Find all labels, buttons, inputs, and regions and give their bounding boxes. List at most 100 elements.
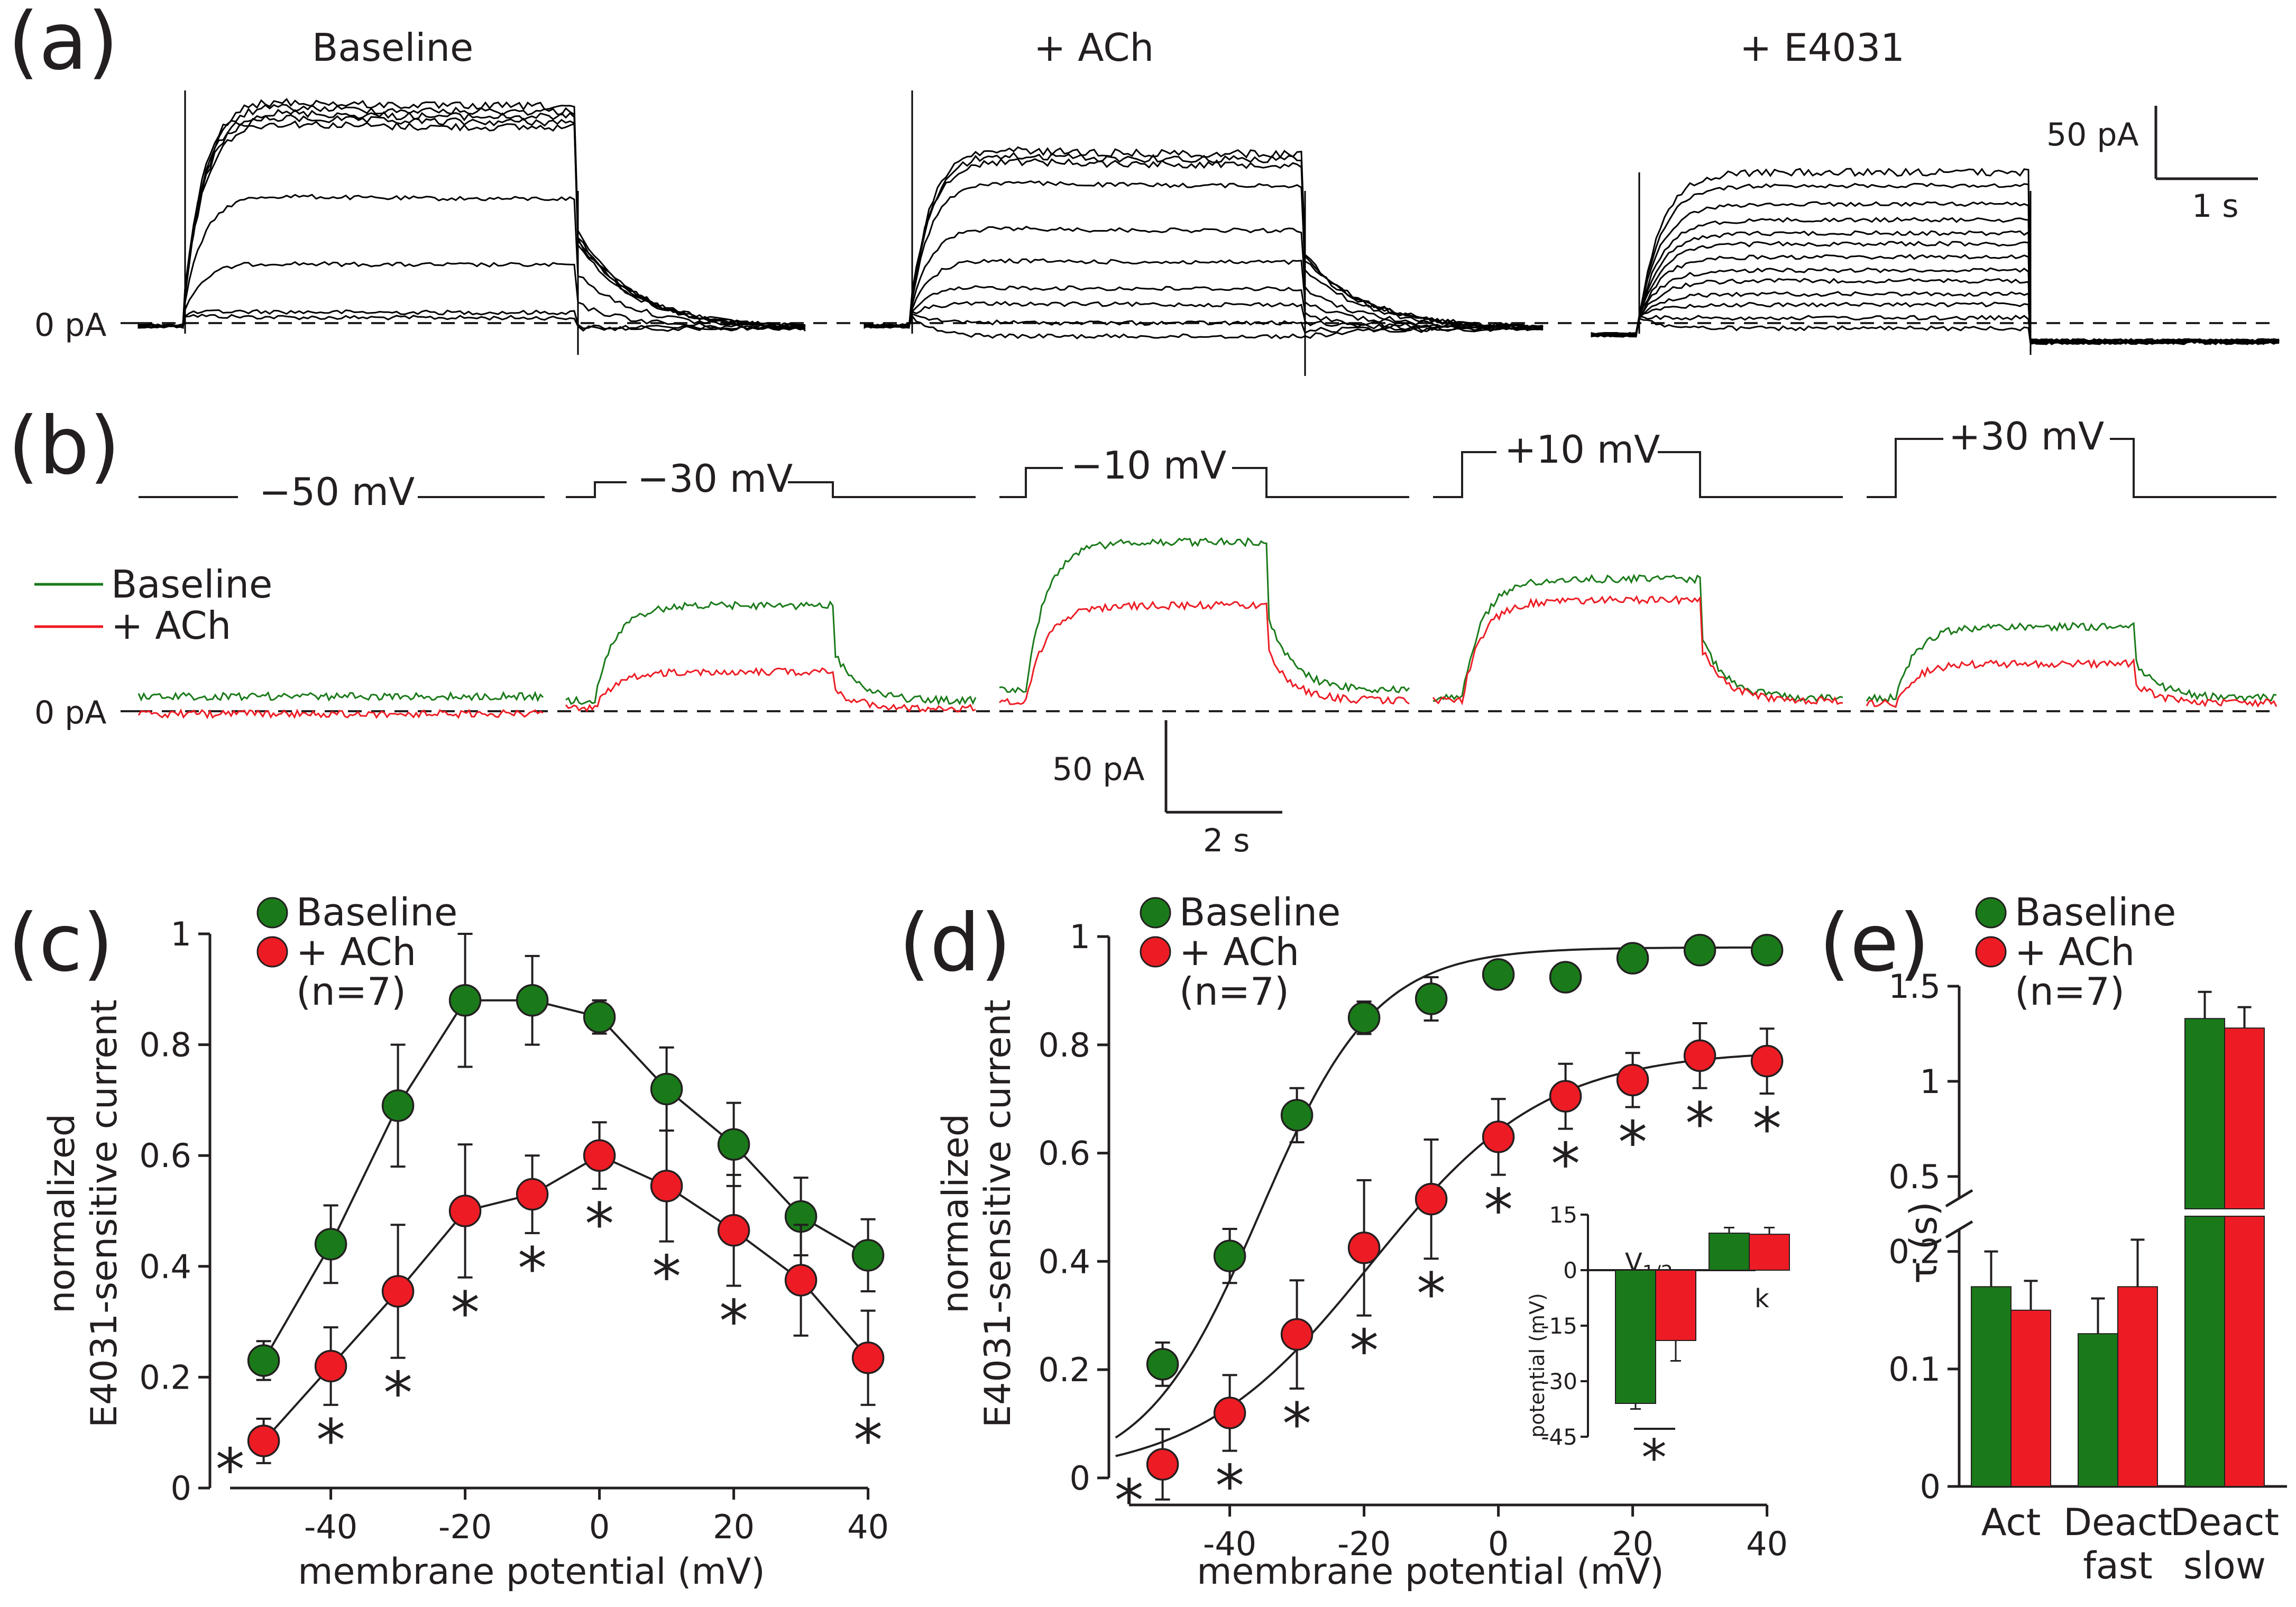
voltage-step-label-p30: +30 mV [1949, 414, 2104, 458]
y-axis-title-e: τ (s) [1902, 1201, 1945, 1283]
plot-area-e [1971, 990, 2265, 1487]
data-point-ach [1347, 1232, 1381, 1264]
legend-label-ach-d: + ACh [1179, 930, 1299, 974]
current-trace [864, 258, 1544, 332]
current-trace [137, 114, 806, 329]
current-trace-ach [137, 708, 544, 720]
zero-current-label-b: 0 pA [34, 694, 106, 731]
y-tick-label: 1 [171, 915, 191, 953]
significance-star: * [1752, 1095, 1781, 1163]
legend-label-baseline-c: Baseline [296, 890, 457, 934]
current-trace-baseline [1866, 621, 2277, 703]
data-point-baseline [1750, 934, 1784, 967]
current-trace [137, 314, 806, 332]
significance-star: * [518, 1235, 547, 1302]
data-point-ach [1146, 1448, 1179, 1481]
current-trace [137, 309, 806, 332]
significance-star: * [1215, 1453, 1244, 1520]
current-trace [1591, 182, 2280, 345]
data-point-ach [650, 1170, 683, 1202]
current-trace [137, 194, 806, 329]
significance-star: * [216, 1436, 245, 1503]
panel-label-b: (b) [8, 400, 120, 492]
data-point-baseline [1213, 1239, 1246, 1272]
significance-star: * [1349, 1317, 1379, 1385]
data-point-ach [717, 1214, 750, 1247]
inset-y-tick-label: -30 [1541, 1369, 1577, 1394]
significance-star: * [1417, 1260, 1446, 1328]
bar-ach [2117, 1286, 2158, 1487]
y-tick-label: 0 [171, 1469, 191, 1508]
y-tick-label: 0.6 [1038, 1134, 1090, 1173]
current-trace-baseline [565, 600, 977, 706]
voltage-step-line [1433, 451, 1496, 498]
current-trace [864, 285, 1544, 330]
inset-y-axis-title: potential (mV) [1526, 1293, 1549, 1438]
inset-bar-baseline [1615, 1270, 1656, 1404]
data-point-ach [1683, 1039, 1716, 1072]
panel-b: (b) −50 mV −30 mV −10 mV +10 mV +30 mV B… [8, 400, 2279, 859]
panel-label-e: (e) [1819, 897, 1930, 989]
series-line-baseline [262, 999, 869, 1361]
current-trace [137, 261, 806, 331]
data-point-baseline [516, 984, 549, 1017]
data-point-ach [381, 1275, 415, 1308]
x-tick-label: -20 [1337, 1525, 1391, 1563]
scale-bar-label-time-a: 1 s [2192, 188, 2239, 225]
axis-break-mark [1945, 1189, 1973, 1208]
y-tick-label: 0.6 [139, 1136, 191, 1175]
y-tick-label: 0.1 [1888, 1350, 1941, 1389]
data-point-baseline [1146, 1348, 1179, 1381]
x-axis-title-d: membrane potential (mV) [1197, 1551, 1664, 1593]
x-axis-title-c: membrane potential (mV) [298, 1551, 765, 1593]
legend-marker-baseline-c [256, 897, 288, 929]
axis-break-mark [1945, 1220, 1973, 1239]
voltage-protocol-b [139, 438, 2276, 498]
zero-current-label-a: 0 pA [34, 307, 106, 344]
data-point-baseline [851, 1239, 885, 1272]
series-line-ach [263, 1154, 869, 1442]
data-point-ach [1415, 1182, 1448, 1216]
data-point-ach [247, 1425, 280, 1457]
y-axis-title-c-line2: E4031-sensitive current [84, 999, 125, 1428]
inset-bar-ach [1655, 1270, 1696, 1341]
current-trace [137, 104, 806, 330]
inset-category-label-k: k [1755, 1284, 1769, 1314]
current-trace [1591, 278, 2280, 345]
y-tick-label: 0.8 [1038, 1026, 1090, 1064]
voltage-step-line [1232, 467, 1409, 498]
current-trace [864, 152, 1544, 330]
data-point-baseline [314, 1228, 347, 1261]
voltage-step-line [788, 481, 976, 498]
significance-star: * [585, 1190, 614, 1258]
data-point-ach [1213, 1397, 1246, 1429]
voltage-step-line [566, 481, 627, 498]
data-point-ach [516, 1178, 549, 1211]
significance-star: * [383, 1360, 412, 1427]
bar-ach [2010, 1309, 2051, 1487]
scale-bar-label-time-b: 2 s [1203, 822, 1250, 859]
current-traces-b [137, 537, 2277, 720]
legend-n-d: (n=7) [1179, 969, 1289, 1014]
data-point-ach [1750, 1044, 1784, 1078]
panel-c-chart: (c) normalized E4031-sensitive current m… [8, 890, 889, 1593]
data-point-baseline [381, 1089, 415, 1122]
data-point-ach [851, 1341, 885, 1374]
x-category-label: fast [2083, 1544, 2152, 1587]
voltage-step-label-m30: −30 mV [637, 456, 793, 501]
x-tick-label: -40 [1203, 1525, 1256, 1563]
current-trace [1591, 254, 2280, 345]
y-tick-label: 0.2 [139, 1358, 191, 1397]
y-tick-label: 0 [1920, 1467, 1941, 1506]
condition-label-e4031: + E4031 [1740, 25, 1905, 70]
legend-marker-ach-d [1140, 936, 1171, 968]
voltage-step-line [1867, 438, 1943, 498]
x-tick-label: 0 [589, 1508, 610, 1546]
significance-star: * [1551, 1131, 1580, 1198]
y-tick-label: 0.4 [1038, 1242, 1090, 1281]
data-point-ach [314, 1349, 347, 1383]
y-tick-label: 1 [1070, 917, 1090, 956]
inset-y-tick-label: -45 [1541, 1424, 1577, 1450]
